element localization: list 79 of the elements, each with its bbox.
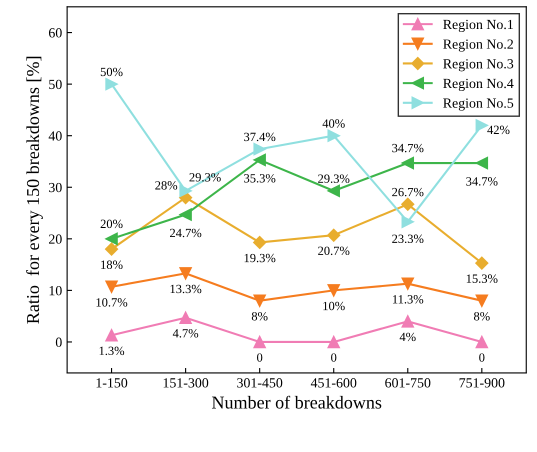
data-label: 4% xyxy=(400,332,416,342)
point xyxy=(402,315,414,328)
data-label: 35.3% xyxy=(244,174,276,183)
legend-label: Region No.5 xyxy=(443,98,514,111)
data-label: 50% xyxy=(100,68,123,76)
point xyxy=(327,184,340,198)
point xyxy=(476,156,488,170)
y-tick-label: 20 xyxy=(48,234,62,244)
data-label: 18% xyxy=(101,260,123,269)
point xyxy=(179,208,192,221)
data-label: 0 xyxy=(257,353,262,362)
point xyxy=(327,284,340,297)
x-tick-label: 301-450 xyxy=(237,378,282,388)
data-label: 4.7% xyxy=(172,329,198,338)
point xyxy=(327,129,340,142)
point xyxy=(253,236,266,250)
y-tick-label: 40 xyxy=(48,131,62,141)
data-label: 10% xyxy=(323,302,345,310)
data-label: 29.3% xyxy=(189,173,221,182)
data-label: 11.3% xyxy=(392,295,424,304)
point xyxy=(105,329,118,342)
data-label: 37.4% xyxy=(244,132,276,142)
data-label: 8% xyxy=(252,312,268,321)
data-label: 42% xyxy=(487,126,510,134)
data-label: 1.3% xyxy=(100,346,124,356)
point xyxy=(253,336,266,348)
point xyxy=(402,216,414,228)
point xyxy=(476,294,488,307)
data-label: 23.3% xyxy=(392,234,424,244)
x-tick-label: 601-750 xyxy=(385,378,430,388)
legend-label: Region No.2 xyxy=(443,39,513,52)
point xyxy=(179,184,192,198)
point xyxy=(476,336,488,348)
point xyxy=(253,294,266,307)
data-label: 20.7% xyxy=(318,246,350,256)
data-label: 40% xyxy=(322,119,345,128)
data-label: 10.7% xyxy=(96,298,128,307)
y-axis-title: Ratio for every 150 breakdowns [%] xyxy=(26,56,43,324)
data-label: 19.3% xyxy=(244,254,276,262)
point xyxy=(327,336,340,348)
y-tick-label: 50 xyxy=(49,80,62,90)
y-tick-label: 60 xyxy=(48,28,62,38)
data-label: 20% xyxy=(100,220,123,228)
legend-label: Region No.4 xyxy=(443,78,514,91)
data-label: 29.3% xyxy=(318,174,350,183)
data-label: 0 xyxy=(331,353,336,362)
data-label: 8% xyxy=(474,312,490,321)
x-tick-label: 451-600 xyxy=(310,378,356,388)
data-label: 28% xyxy=(155,181,178,190)
point xyxy=(476,119,488,132)
y-tick-label: 0 xyxy=(56,338,62,347)
point xyxy=(104,242,118,256)
x-axis-title: Number of breakdowns xyxy=(212,396,382,409)
data-label: 26.7% xyxy=(392,188,424,196)
point xyxy=(402,277,414,290)
point xyxy=(327,228,340,242)
x-tick-label: 151-300 xyxy=(164,378,208,388)
point xyxy=(179,311,192,324)
legend-label: Region No.3 xyxy=(443,59,514,72)
point xyxy=(105,232,118,246)
x-tick-label: 751-900 xyxy=(460,378,504,388)
y-tick-label: 10 xyxy=(50,286,62,296)
point xyxy=(401,198,414,211)
point xyxy=(475,256,488,270)
data-label: 34.7% xyxy=(466,177,498,186)
y-tick-label: 30 xyxy=(49,182,62,192)
data-label: 24.7% xyxy=(170,228,202,238)
data-label: 13.3% xyxy=(170,284,202,294)
data-label: 15.3% xyxy=(466,274,498,283)
legend-label: Region No.1 xyxy=(443,20,513,32)
point xyxy=(253,154,266,166)
data-label: 0 xyxy=(479,353,484,362)
point xyxy=(179,267,192,280)
point xyxy=(105,280,118,294)
point xyxy=(402,156,414,170)
x-tick-label: 1-150 xyxy=(96,378,128,388)
point xyxy=(253,142,266,156)
data-label: 34.7% xyxy=(392,144,424,152)
point xyxy=(105,78,118,90)
